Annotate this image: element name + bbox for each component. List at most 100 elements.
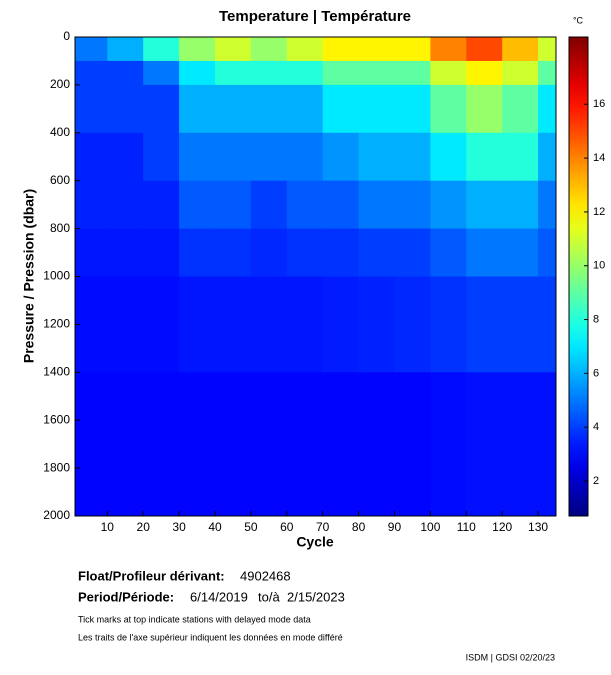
x-tick-label: 130: [528, 520, 548, 534]
heat-cell: [179, 60, 216, 86]
heat-cell: [286, 372, 324, 517]
heat-cell: [75, 372, 108, 517]
heat-cell: [502, 228, 539, 277]
x-axis-label: Cycle: [296, 534, 334, 550]
y-tick-label: 200: [50, 77, 70, 91]
heat-cell: [538, 60, 557, 86]
heat-cell: [143, 84, 180, 134]
heat-cell: [75, 180, 108, 230]
y-tick-label: 600: [50, 173, 70, 187]
heat-cell: [430, 132, 467, 182]
y-tick-label: 800: [50, 221, 70, 235]
x-tick-label: 40: [208, 520, 222, 534]
period-to: to/à: [258, 589, 280, 604]
heat-cell: [286, 60, 324, 86]
heat-cell: [107, 37, 144, 62]
heat-cell: [430, 60, 467, 86]
heat-cell: [358, 276, 395, 373]
y-tick-label: 1400: [43, 364, 70, 378]
heat-cell: [322, 372, 360, 517]
heat-cell: [250, 37, 288, 62]
heat-cell: [214, 276, 252, 373]
x-tick-label: 20: [137, 520, 151, 534]
heat-cell: [322, 228, 360, 277]
heat-cell: [358, 372, 395, 517]
heat-cell: [107, 276, 144, 373]
heat-cell: [107, 372, 144, 517]
heat-cell: [286, 37, 324, 62]
heat-cell: [322, 37, 360, 62]
y-tick-label: 2000: [43, 508, 70, 522]
heat-cell: [358, 180, 395, 230]
note-en: Tick marks at top indicate stations with…: [78, 614, 311, 624]
x-tick-label: 10: [101, 520, 115, 534]
heat-cell: [538, 276, 557, 373]
heat-cell: [502, 276, 539, 373]
heat-cell: [358, 60, 395, 86]
period-start: 6/14/2019: [190, 589, 248, 604]
heat-cell: [538, 372, 557, 517]
heat-cell: [502, 132, 539, 182]
x-tick-label: 120: [492, 520, 512, 534]
heat-cell: [394, 37, 431, 62]
heat-cell: [143, 372, 180, 517]
heat-cell: [214, 180, 252, 230]
heat-cell: [430, 228, 467, 277]
x-tick-label: 50: [244, 520, 258, 534]
heat-cell: [143, 132, 180, 182]
heat-cell: [502, 37, 539, 62]
colorbar: [568, 36, 589, 517]
colorbar-tick-label: 2: [593, 475, 599, 487]
heat-cell: [538, 84, 557, 134]
heat-cell: [143, 180, 180, 230]
heat-cell: [466, 180, 503, 230]
x-tick-label: 100: [420, 520, 440, 534]
x-tick-label: 80: [352, 520, 366, 534]
colorbar-tick-label: 12: [593, 206, 605, 218]
heat-cell: [538, 180, 557, 230]
heat-cell: [430, 276, 467, 373]
heat-cell: [430, 84, 467, 134]
heat-cell: [250, 228, 288, 277]
float-id: 4902468: [240, 568, 291, 583]
heat-cell: [358, 37, 395, 62]
heat-cell: [179, 180, 216, 230]
footer: ISDM | GDSI 02/20/23: [466, 652, 555, 662]
heat-cell: [538, 37, 557, 62]
heat-cell: [466, 276, 503, 373]
heat-cell: [502, 84, 539, 134]
heat-cell: [394, 132, 431, 182]
heat-cell: [75, 84, 108, 134]
heat-cell: [214, 37, 252, 62]
colorbar-tick-label: 4: [593, 421, 599, 433]
colorbar-label: °C: [573, 15, 584, 25]
heat-cell: [250, 132, 288, 182]
heat-cell: [214, 60, 252, 86]
colorbar-tick-label: 14: [593, 152, 605, 164]
heat-cell: [250, 276, 288, 373]
x-tick-label: 110: [457, 520, 476, 534]
heat-cell: [394, 60, 431, 86]
x-tick-label: 30: [172, 520, 186, 534]
heat-cell: [75, 132, 108, 182]
heat-cell: [143, 276, 180, 373]
heat-cell: [214, 84, 252, 134]
heat-cell: [143, 228, 180, 277]
y-tick-label: 0: [63, 29, 70, 43]
heat-cell: [358, 228, 395, 277]
y-tick-label: 1200: [43, 317, 70, 331]
heat-cell: [394, 228, 431, 277]
heat-cell: [75, 60, 108, 86]
heat-cell: [250, 180, 288, 230]
heat-cell: [107, 132, 144, 182]
heat-cell: [502, 180, 539, 230]
heat-cell: [250, 60, 288, 86]
note-fr: Les traits de l'axe supérieur indiquent …: [78, 632, 343, 642]
heat-cell: [322, 60, 360, 86]
heat-cell: [466, 132, 503, 182]
heat-cell: [322, 276, 360, 373]
heat-cell: [430, 180, 467, 230]
heat-cell: [250, 372, 288, 517]
heat-cell: [179, 84, 216, 134]
